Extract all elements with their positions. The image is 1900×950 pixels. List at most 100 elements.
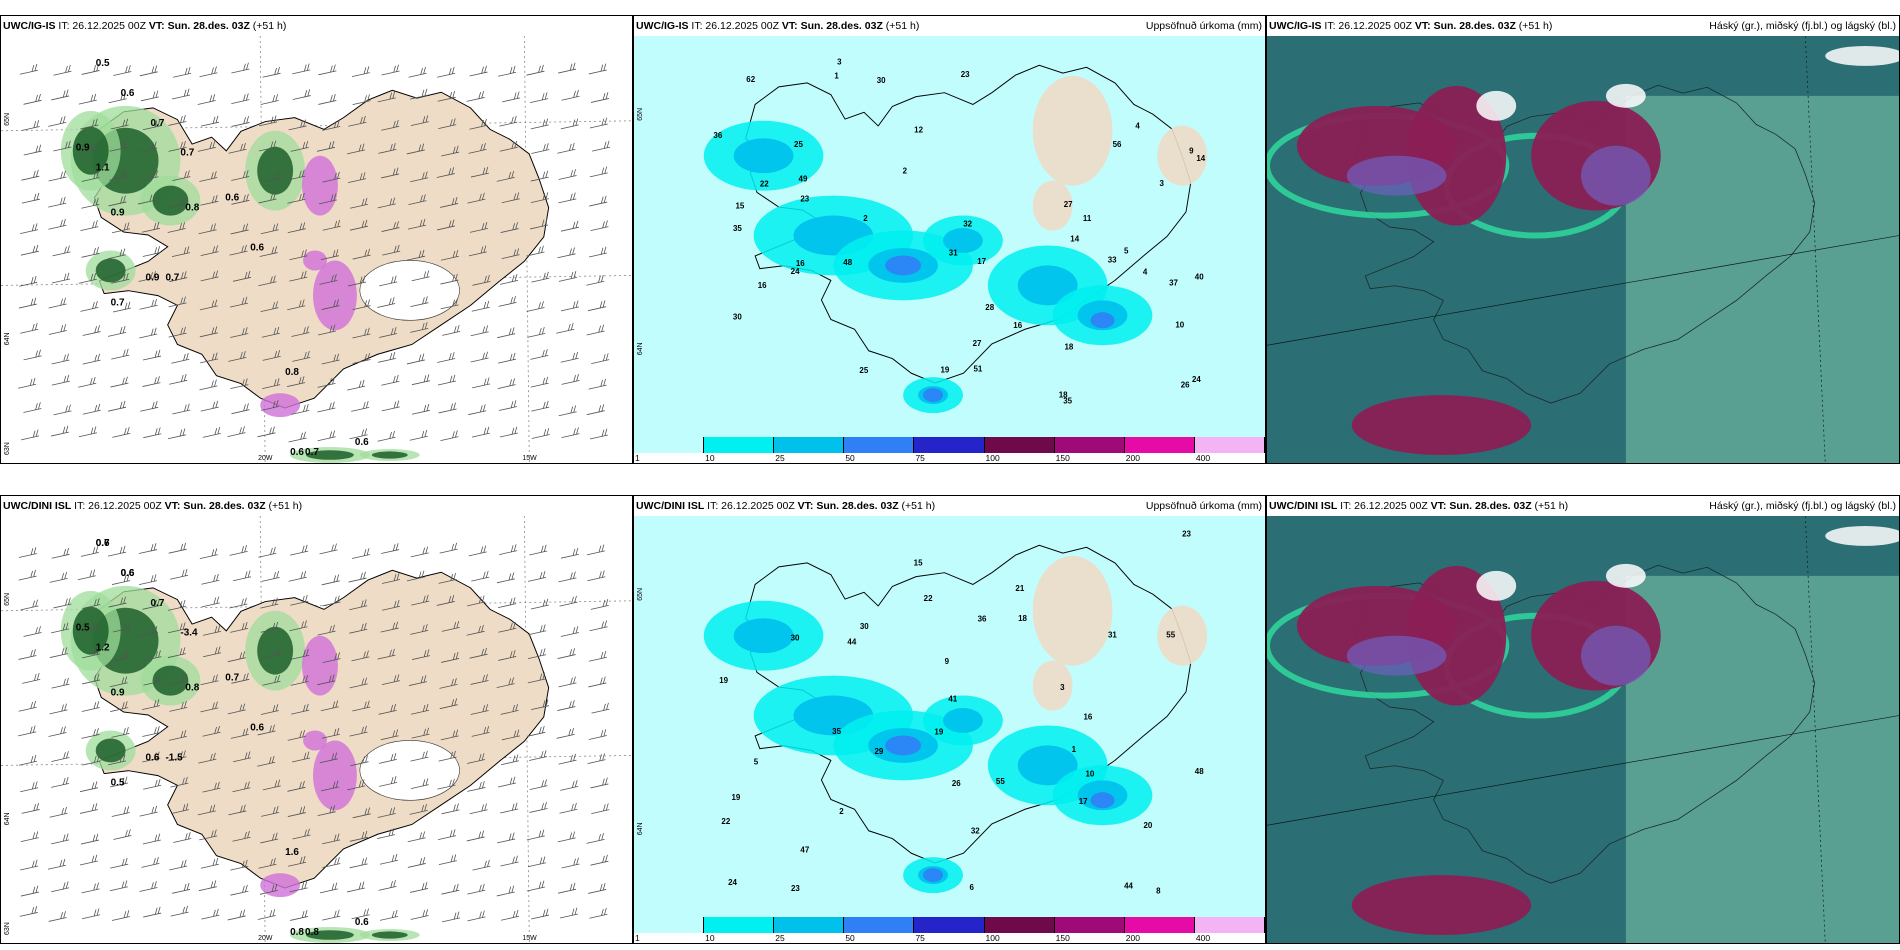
precip-value-label: 30: [791, 633, 800, 642]
precip-value-label: 30: [877, 76, 886, 85]
accum-precip-panel-dini: UWC/DINI ISL IT: 26.12.2025 00Z VT: Sun.…: [633, 495, 1266, 944]
value-label: 0.7: [305, 447, 319, 458]
precip-value-label: 17: [1079, 797, 1088, 806]
colorbar-swatch: [1124, 917, 1195, 933]
colorbar-label: 75: [915, 453, 925, 463]
precip-value-label: 26: [1181, 381, 1190, 390]
precip-value-label: 33: [1108, 255, 1117, 264]
value-label: 0.7: [165, 272, 179, 283]
colorbar-swatch: [1124, 437, 1195, 453]
precip-value-label: 27: [1064, 200, 1073, 209]
precip-value-label: 11: [1083, 214, 1092, 223]
precip-value-label: 37: [1169, 279, 1178, 288]
precip-value-label: 35: [832, 727, 841, 736]
panel-header: UWC/DINI ISL IT: 26.12.2025 00Z VT: Sun.…: [1267, 496, 1899, 516]
panel-header: UWC/IG-IS IT: 26.12.2025 00Z VT: Sun. 28…: [1, 16, 632, 36]
map-area[interactable]: [1267, 36, 1899, 463]
precip-value-label: 55: [1166, 631, 1175, 640]
precip-value-label: 41: [948, 695, 957, 704]
precip-colorbar: 1 10 25 50 75 100 150 200 400: [634, 437, 1265, 463]
colorbar-swatch: [774, 437, 845, 453]
accum-precip-panel-igis: UWC/IG-IS IT: 26.12.2025 00Z VT: Sun. 28…: [633, 15, 1266, 464]
precip-value-label: 49: [799, 175, 808, 184]
value-label: 0.7: [96, 538, 110, 549]
precip-value-label: 24: [791, 267, 800, 276]
precip-value-label: 10: [1086, 770, 1095, 779]
colorbar-label: 1: [635, 933, 640, 943]
value-label: 0.6: [121, 568, 135, 579]
precip-value-label: 9: [1189, 147, 1194, 156]
precip-value-label: 27: [973, 339, 982, 348]
value-label: 0.9: [146, 272, 160, 283]
value-label: 0.6: [355, 437, 369, 448]
colorbar-swatch: [634, 437, 705, 453]
value-label: 0.8: [290, 927, 304, 938]
precip-value-label: 47: [800, 845, 809, 854]
cloud-panel-dini: UWC/DINI ISL IT: 26.12.2025 00Z VT: Sun.…: [1266, 495, 1900, 944]
colorbar-swatch: [1194, 917, 1265, 933]
precip-value-label: 3: [837, 58, 842, 67]
precip-value-label: 19: [940, 365, 949, 374]
lat-label: 65N: [4, 593, 11, 606]
panel-right-title: Háský (gr.), miðský (fj.bl.) og lágský (…: [1709, 20, 1896, 32]
panel-header: UWC/IG-IS IT: 26.12.2025 00Z VT: Sun. 28…: [1267, 16, 1899, 36]
colorbar-label: 75: [915, 933, 925, 943]
precip-value-label: 5: [1124, 247, 1129, 256]
precip-value-label: 16: [796, 259, 805, 268]
precip-value-label: 26: [952, 779, 961, 788]
colorbar-label: 100: [985, 933, 1000, 943]
lat-label: 65N: [637, 588, 644, 601]
precip-value-label: 32: [971, 827, 980, 836]
precip-value-label: 35: [733, 224, 742, 233]
precip-value-label: 29: [874, 747, 883, 756]
lat-label: 64N: [4, 332, 11, 345]
panel-header: UWC/DINI ISL IT: 26.12.2025 00Z VT: Sun.…: [634, 496, 1265, 516]
lat-label: 63N: [4, 922, 11, 935]
precip-value-label: 1: [1072, 745, 1077, 754]
precip-value-label: 30: [733, 312, 742, 321]
value-label: -1.5: [165, 752, 183, 763]
value-label: 0.7: [151, 598, 165, 609]
lat-label: 65N: [4, 113, 11, 126]
colorbar-label: 200: [1125, 933, 1140, 943]
colorbar-label: 25: [775, 453, 785, 463]
precip-value-label: 8: [1156, 886, 1161, 895]
value-label: 0.6: [290, 447, 304, 458]
colorbar-label: 150: [1055, 933, 1070, 943]
colorbar-swatch: [914, 437, 985, 453]
precip-value-label: 18: [1059, 390, 1068, 399]
precip-value-label: 44: [1124, 882, 1133, 891]
colorbar-swatch: [984, 917, 1055, 933]
precip-value-label: 28: [985, 303, 994, 312]
precip-value-label: 40: [1195, 273, 1204, 282]
colorbar-swatch: [844, 917, 915, 933]
map-area[interactable]: 9 8 10 6 16 19 29 41 44 35 22 30 21 23 20 17 30 47 48 55 32 1…: [634, 516, 1265, 917]
precip-value-label: 9: [945, 657, 950, 666]
value-label: 1.1: [96, 163, 110, 174]
lon-label: 20W: [258, 455, 273, 462]
wind-precip-panel-igis: UWC/IG-IS IT: 26.12.2025 00Z VT: Sun. 28…: [0, 15, 633, 464]
value-label: 0.8: [185, 683, 199, 694]
precip-value-label: 1: [834, 72, 839, 81]
precip-value-label: 23: [961, 70, 970, 79]
map-area[interactable]: 0.5 0.6 0.7 0.9 1.1 0.7 0.9 0.8 0.6 0.6 0.7 0.9 0.7 0…: [1, 36, 632, 463]
precip-value-label: 31: [949, 248, 958, 257]
panel-header: UWC/IG-IS IT: 26.12.2025 00Z VT: Sun. 28…: [634, 16, 1265, 36]
map-area[interactable]: 0.6 0.6 0.7 0.5 1.2 -3.4 0.9 0.8 0.7 0.6 -1.5 0.6 0.…: [1, 516, 632, 943]
precip-value-label: 56: [1113, 140, 1122, 149]
cloud-panel-igis: UWC/IG-IS IT: 26.12.2025 00Z VT: Sun. 28…: [1266, 15, 1900, 464]
precip-value-label: 24: [1192, 375, 1201, 384]
map-area[interactable]: 10 4 4 3 12 18 14 16 17 19 23 27 11 35 27 22 16 30 26 15 31 3…: [634, 36, 1265, 437]
precip-value-label: 18: [1018, 614, 1027, 623]
value-label: 0.7: [151, 118, 165, 129]
precip-value-label: 3: [1159, 179, 1164, 188]
precip-value-label: 23: [791, 884, 800, 893]
map-area[interactable]: [1267, 516, 1899, 943]
colorbar-swatch: [984, 437, 1055, 453]
precip-value-label: 2: [839, 807, 844, 816]
panel-right-title: Uppsöfnuð úrkoma (mm): [1145, 500, 1262, 512]
precip-value-label: 21: [1015, 584, 1024, 593]
value-label: 1.6: [285, 847, 299, 858]
value-label: 0.9: [76, 143, 90, 154]
value-label: 0.6: [355, 917, 369, 928]
